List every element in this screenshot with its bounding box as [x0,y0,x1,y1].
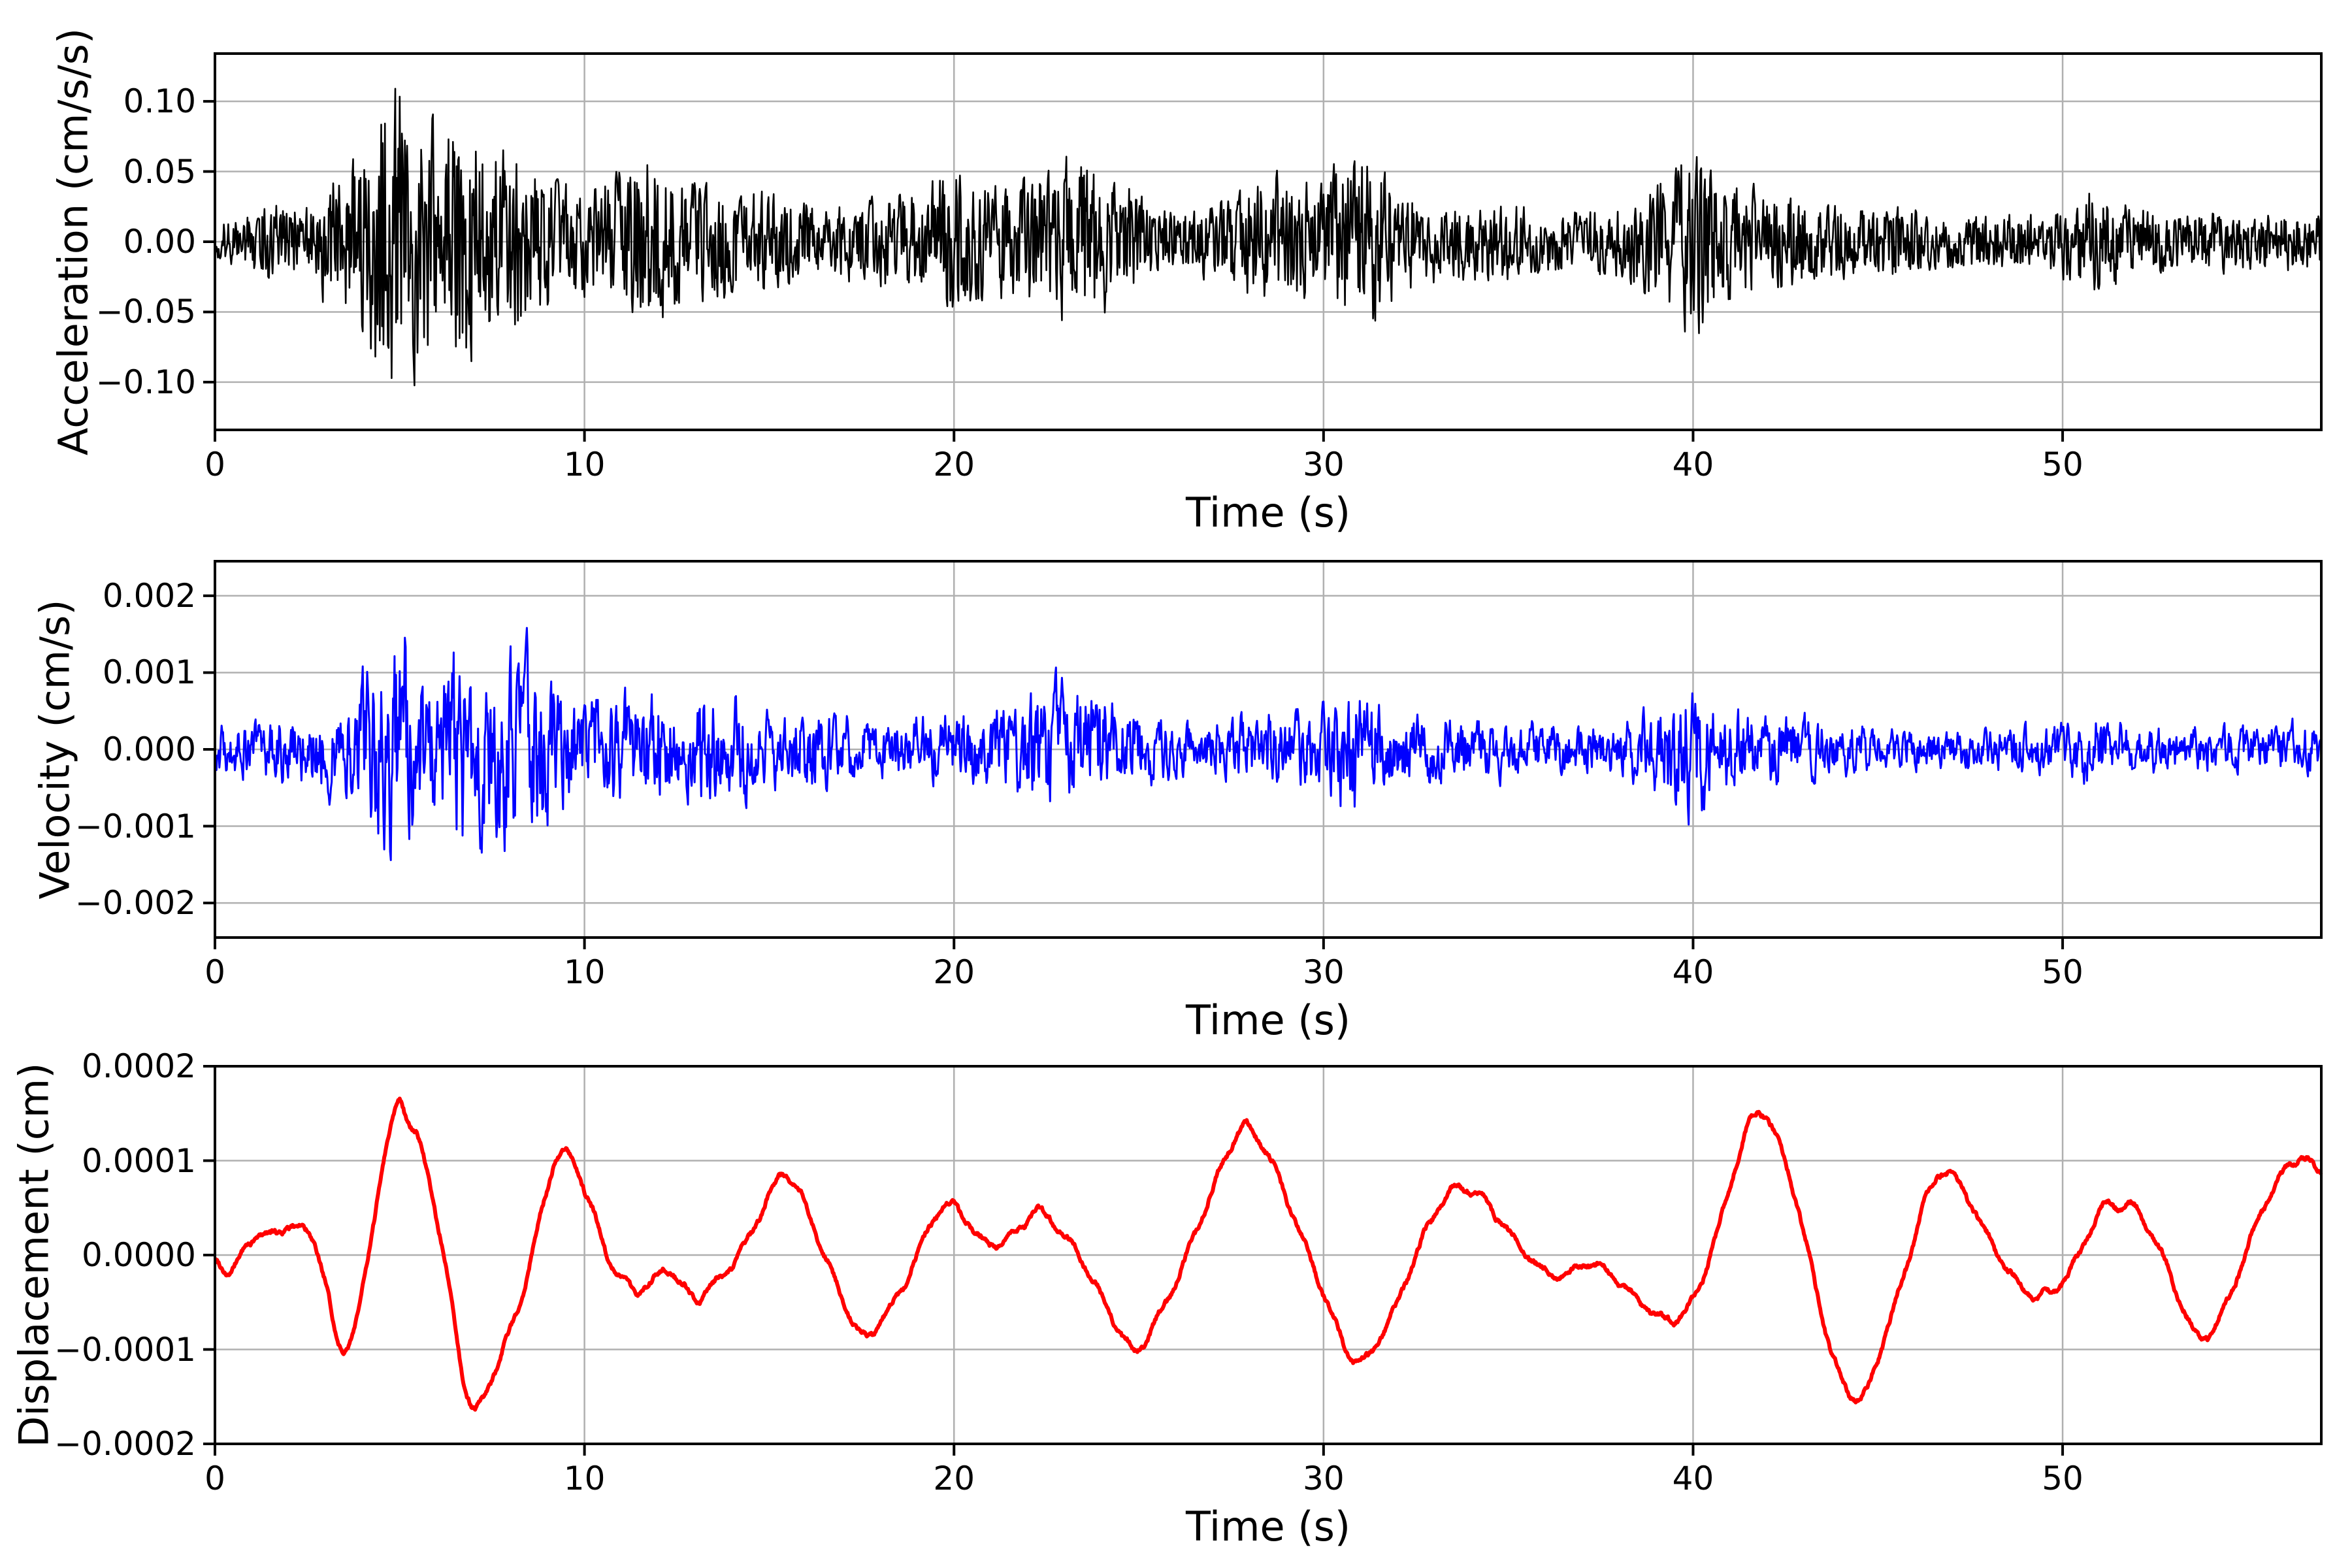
acceleration-y-tick-label: −0.05 [95,293,196,331]
displacement-x-tick-label: 50 [2042,1460,2083,1497]
acceleration-x-tick-label: 50 [2042,446,2083,483]
displacement-y-tick-label: −0.0001 [54,1330,196,1369]
velocity-x-tick-label: 40 [1672,953,1714,991]
acceleration-x-tick-label: 40 [1672,446,1714,483]
velocity-x-tick-label: 20 [933,953,975,991]
displacement-x-tick-label: 20 [933,1460,975,1497]
acceleration-y-tick-label: 0.10 [123,82,196,121]
velocity-y-tick-label: −0.002 [74,884,196,923]
acceleration-x-tick-label: 20 [933,446,975,483]
acceleration-waveform [214,88,2323,387]
x-axis-label-time-acceleration: Time (s) [1185,489,1351,536]
acceleration-x-tick-label: 10 [563,446,606,483]
displacement-y-tick-label: −0.0002 [54,1425,196,1463]
velocity-waveform [214,627,2323,861]
acceleration-y-tick-label: 0.05 [123,152,196,191]
velocity-y-tick-label: 0.001 [102,653,196,692]
acceleration-y-tick-label: −0.10 [95,363,196,401]
velocity-y-tick-label: −0.001 [74,807,196,845]
x-axis-label-time-velocity: Time (s) [1185,996,1351,1044]
displacement-x-tick-label: 30 [1303,1460,1345,1497]
displacement-x-tick-label: 10 [563,1460,606,1497]
velocity-x-tick-label: 50 [2042,953,2083,991]
acceleration-x-tick-label: 0 [204,446,225,483]
displacement-waveform [213,1096,2323,1412]
x-axis-label-time-displacement: Time (s) [1185,1503,1351,1550]
displacement-y-tick-label: 0.0000 [82,1236,196,1274]
velocity-x-tick-label: 30 [1303,953,1345,991]
velocity-y-tick-label: 0.000 [102,730,196,768]
velocity-y-tick-label: 0.002 [102,576,196,615]
velocity-x-tick-label: 0 [204,953,225,991]
displacement-y-tick-label: 0.0002 [82,1047,196,1085]
velocity-x-tick-label: 10 [563,953,606,991]
acceleration-x-tick-label: 30 [1303,446,1345,483]
displacement-y-tick-label: 0.0001 [82,1141,196,1180]
displacement-x-tick-label: 40 [1672,1460,1714,1497]
acceleration-y-tick-label: 0.00 [123,223,196,261]
displacement-x-tick-label: 0 [204,1460,225,1497]
